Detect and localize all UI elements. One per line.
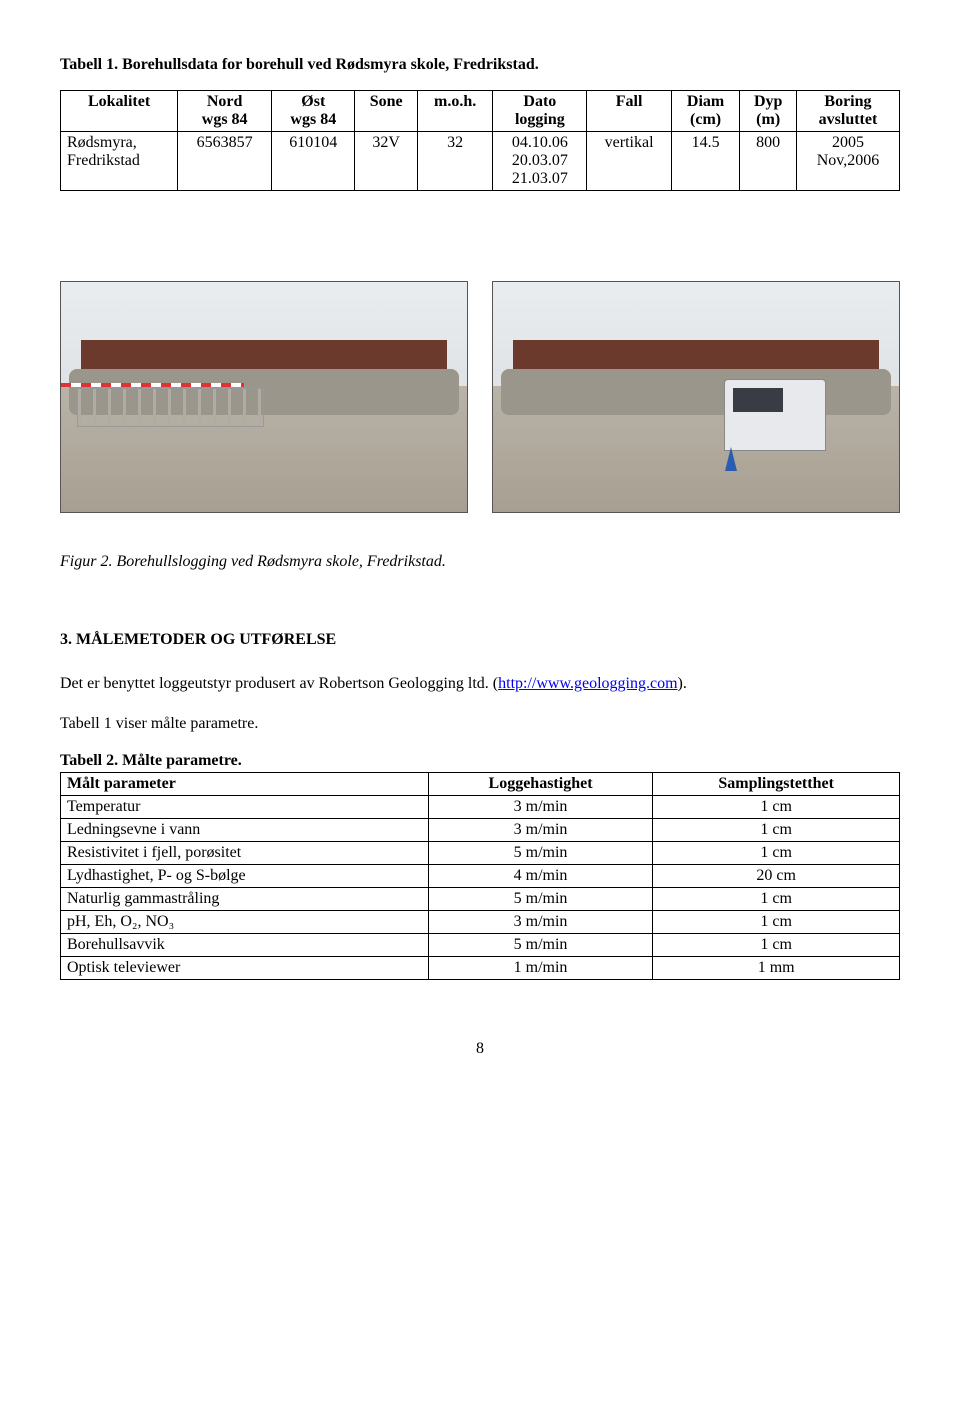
t1-h-diam: Diam (cm)	[671, 91, 740, 132]
t1-h-dyp: Dyp (m)	[740, 91, 797, 132]
t2-r4-c1: 5 m/min	[428, 888, 653, 911]
t2-r2-c2: 1 cm	[653, 842, 900, 865]
t1-fall: vertikal	[587, 132, 671, 191]
photo-left	[60, 281, 468, 513]
t1-h-dato: Dato logging	[493, 91, 587, 132]
paragraph-2: Tabell 1 viser målte parametre.	[60, 713, 900, 735]
t2-r1-c0: Ledningsevne i vann	[61, 819, 429, 842]
t1-h-lokalitet: Lokalitet	[61, 91, 178, 132]
t2-h-speed: Loggehastighet	[428, 773, 653, 796]
t1-h-boring: Boring avsluttet	[796, 91, 899, 132]
t2-r3-c0: Lydhastighet, P- og S-bølge	[61, 865, 429, 888]
t2-r4-c2: 1 cm	[653, 888, 900, 911]
t2-r3-c2: 20 cm	[653, 865, 900, 888]
t2-r2-c1: 5 m/min	[428, 842, 653, 865]
t1-boring: 2005 Nov,2006	[796, 132, 899, 191]
t2-r6-c1: 5 m/min	[428, 934, 653, 957]
t2-r1-c2: 1 cm	[653, 819, 900, 842]
t2-h-param: Målt parameter	[61, 773, 429, 796]
table1-title: Tabell 1. Borehullsdata for borehull ved…	[60, 56, 900, 74]
t2-r5-c2: 1 cm	[653, 911, 900, 934]
t2-r2-c0: Resistivitet i fjell, porøsitet	[61, 842, 429, 865]
t2-r4-c0: Naturlig gammastråling	[61, 888, 429, 911]
t1-ost: 610104	[272, 132, 355, 191]
t2-r7-c1: 1 m/min	[428, 957, 653, 980]
t1-h-nord: Nord wgs 84	[178, 91, 272, 132]
t1-lokalitet: Rødsmyra, Fredrikstad	[61, 132, 178, 191]
paragraph-1: Det er benyttet loggeutstyr produsert av…	[60, 673, 900, 695]
t2-r0-c2: 1 cm	[653, 796, 900, 819]
figure-caption: Figur 2. Borehullslogging ved Rødsmyra s…	[60, 553, 900, 571]
t2-r5-c1: 3 m/min	[428, 911, 653, 934]
t2-h-sampling: Samplingstetthet	[653, 773, 900, 796]
geologging-link[interactable]: http://www.geologging.com	[498, 675, 677, 692]
para1-text-a: Det er benyttet loggeutstyr produsert av…	[60, 675, 498, 692]
t2-r0-c0: Temperatur	[61, 796, 429, 819]
t1-h-sone: Sone	[355, 91, 418, 132]
para1-text-b: ).	[678, 675, 687, 692]
t1-sone: 32V	[355, 132, 418, 191]
figure-photos	[60, 281, 900, 513]
t2-r1-c1: 3 m/min	[428, 819, 653, 842]
t2-r3-c1: 4 m/min	[428, 865, 653, 888]
t1-h-fall: Fall	[587, 91, 671, 132]
t2-r5-c0: pH, Eh, O₂, NO₃	[61, 911, 429, 934]
t2-r7-c0: Optisk televiewer	[61, 957, 429, 980]
t2-r6-c0: Borehullsavvik	[61, 934, 429, 957]
table2: Målt parameter Loggehastighet Samplingst…	[60, 772, 900, 980]
section-heading: 3. MÅLEMETODER OG UTFØRELSE	[60, 631, 900, 649]
t1-moh: 32	[417, 132, 492, 191]
t1-h-ost: Øst wgs 84	[272, 91, 355, 132]
t1-nord: 6563857	[178, 132, 272, 191]
t2-r0-c1: 3 m/min	[428, 796, 653, 819]
t2-r6-c2: 1 cm	[653, 934, 900, 957]
photo-right	[492, 281, 900, 513]
t1-dato: 04.10.06 20.03.07 21.03.07	[493, 132, 587, 191]
table1: Lokalitet Nord wgs 84 Øst wgs 84 Sone m.…	[60, 90, 900, 191]
t1-diam: 14.5	[671, 132, 740, 191]
t2-r7-c2: 1 mm	[653, 957, 900, 980]
t1-dyp: 800	[740, 132, 797, 191]
t1-h-moh: m.o.h.	[417, 91, 492, 132]
page-number: 8	[60, 1040, 900, 1058]
table2-title: Tabell 2. Målte parametre.	[60, 752, 900, 770]
